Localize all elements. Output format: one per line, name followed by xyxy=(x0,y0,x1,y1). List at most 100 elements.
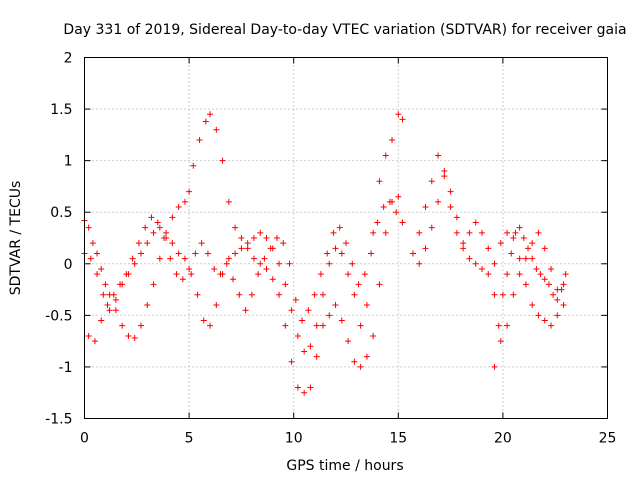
data-point xyxy=(504,322,511,329)
data-point xyxy=(257,260,264,267)
data-point xyxy=(181,255,188,262)
data-point xyxy=(179,276,186,283)
data-point xyxy=(294,332,301,339)
data-point xyxy=(343,240,349,247)
data-point xyxy=(317,271,324,278)
data-point xyxy=(244,240,251,247)
data-point xyxy=(301,389,308,396)
data-point xyxy=(236,291,243,298)
data-point xyxy=(94,250,101,257)
data-point xyxy=(196,137,203,144)
data-point xyxy=(202,118,209,125)
data-point xyxy=(232,250,239,257)
series-track-b xyxy=(81,193,402,360)
data-point xyxy=(131,260,138,267)
data-point xyxy=(156,255,163,262)
data-point xyxy=(541,245,548,252)
data-point xyxy=(363,302,370,309)
data-point xyxy=(110,291,117,298)
data-point xyxy=(478,265,485,272)
data-point xyxy=(112,296,119,303)
data-point xyxy=(389,137,396,144)
data-point xyxy=(357,363,364,370)
data-point xyxy=(374,219,381,226)
data-point xyxy=(242,307,249,314)
data-point xyxy=(263,265,270,272)
data-point xyxy=(376,281,383,288)
data-point xyxy=(100,291,107,298)
data-point xyxy=(522,255,529,262)
data-point xyxy=(276,291,283,298)
data-point xyxy=(386,198,393,205)
data-point xyxy=(292,296,299,303)
x-tick-label: 5 xyxy=(185,431,194,447)
data-point xyxy=(154,219,161,226)
data-point xyxy=(112,307,119,314)
data-point xyxy=(85,332,92,339)
data-point xyxy=(280,240,287,247)
data-point xyxy=(345,271,352,278)
data-point xyxy=(409,250,416,257)
data-point xyxy=(326,312,333,319)
data-point xyxy=(499,291,506,298)
data-point xyxy=(562,271,569,278)
data-point xyxy=(244,245,251,252)
data-point xyxy=(131,335,138,342)
y-tick-label: 2 xyxy=(64,51,73,67)
data-point xyxy=(422,204,429,211)
data-point xyxy=(188,271,195,278)
data-point xyxy=(560,302,567,309)
data-point xyxy=(548,265,555,272)
data-point xyxy=(102,281,109,288)
data-point xyxy=(368,250,375,257)
data-point xyxy=(299,317,306,324)
data-point xyxy=(554,296,561,303)
data-point xyxy=(330,229,337,236)
data-point xyxy=(485,271,492,278)
data-point xyxy=(435,152,442,159)
data-point xyxy=(223,260,230,267)
data-point xyxy=(535,312,542,319)
data-point xyxy=(395,111,402,118)
data-point xyxy=(466,229,473,236)
data-point xyxy=(495,322,502,329)
data-point xyxy=(382,229,389,236)
data-point xyxy=(91,338,98,345)
data-point xyxy=(267,245,274,252)
data-point xyxy=(163,229,170,236)
data-point xyxy=(213,126,220,133)
data-point xyxy=(466,255,473,262)
chart-title: Day 331 of 2019, Sidereal Day-to-day VTE… xyxy=(63,22,626,38)
data-point xyxy=(504,229,511,236)
data-point xyxy=(324,250,331,257)
data-point xyxy=(319,291,326,298)
data-point xyxy=(194,291,201,298)
data-point xyxy=(508,250,515,257)
data-point xyxy=(135,240,142,247)
data-point xyxy=(382,152,389,159)
data-point xyxy=(273,235,280,241)
data-point xyxy=(142,224,149,231)
data-point xyxy=(361,271,368,278)
data-point xyxy=(395,193,402,200)
plot-frame xyxy=(84,57,608,419)
data-point xyxy=(186,265,193,272)
x-axis-label: GPS time / hours xyxy=(286,458,403,474)
y-axis-label: SDTVAR / TECUs xyxy=(8,181,24,296)
data-point xyxy=(338,250,345,257)
data-point xyxy=(422,245,429,252)
data-point xyxy=(416,229,423,236)
data-point xyxy=(148,214,155,221)
y-tick-labels: -1.5 -1 -0.5 0 0.5 1 1.5 2 xyxy=(45,51,72,428)
data-point xyxy=(491,363,498,370)
data-point xyxy=(363,353,370,360)
data-point xyxy=(351,358,358,365)
y-tick-label: -1.5 xyxy=(45,412,72,428)
data-point xyxy=(332,302,339,309)
data-point xyxy=(338,317,345,324)
y-tick-label: 0.5 xyxy=(50,205,72,221)
data-point xyxy=(370,229,377,236)
data-point xyxy=(491,260,498,267)
data-point xyxy=(288,307,295,314)
